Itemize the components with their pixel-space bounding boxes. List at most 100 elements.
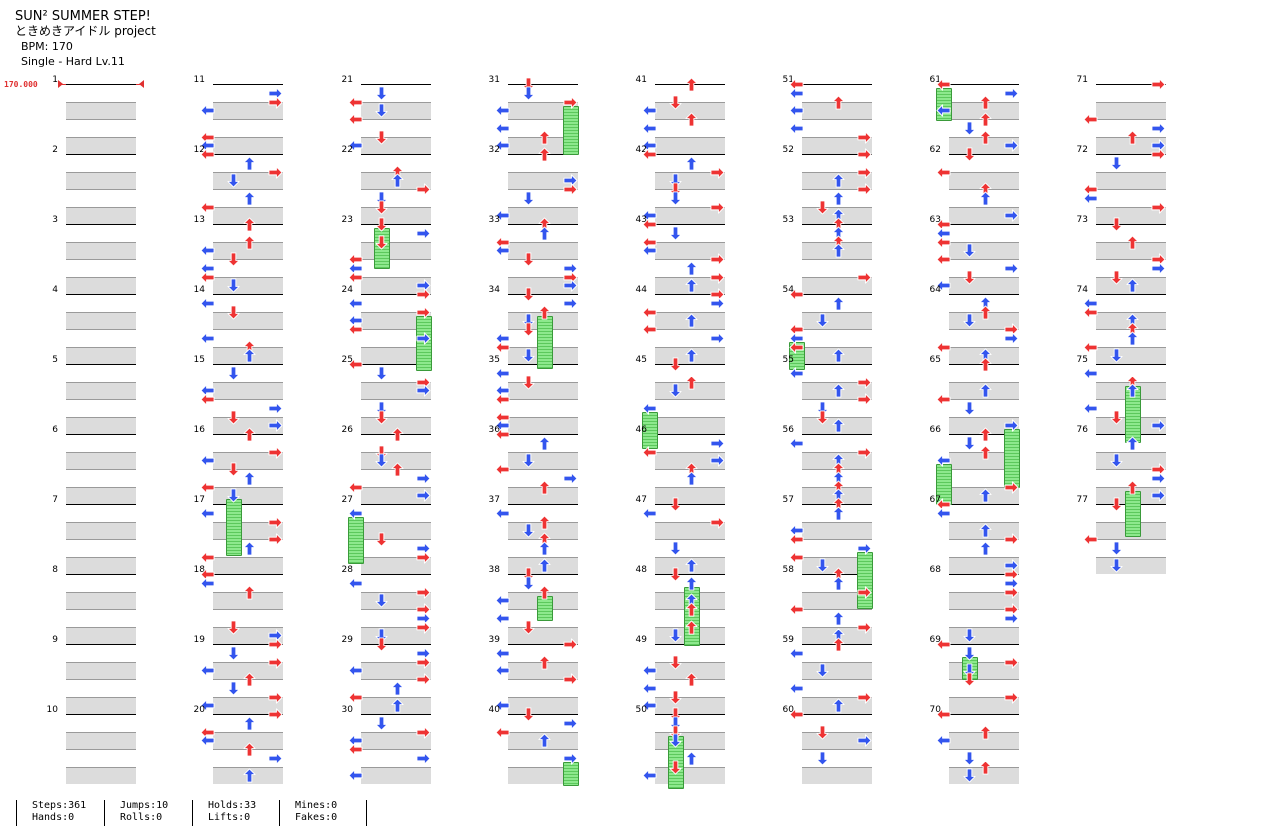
beat-line bbox=[949, 469, 1019, 470]
step-arrow-right-icon bbox=[563, 637, 578, 652]
beat-line bbox=[508, 749, 578, 750]
beat-line bbox=[655, 731, 725, 733]
beat-line bbox=[802, 451, 872, 453]
step-arrow-down-icon bbox=[374, 86, 389, 101]
beat-line bbox=[802, 661, 872, 663]
beat-line bbox=[66, 469, 136, 470]
step-arrow-right-icon bbox=[416, 751, 431, 766]
beat-line bbox=[66, 556, 136, 558]
measure-line bbox=[655, 714, 725, 715]
measure-number: 77 bbox=[1076, 495, 1088, 505]
beat-line bbox=[66, 661, 136, 663]
step-arrow-left-icon bbox=[200, 506, 215, 521]
beat-line bbox=[655, 101, 725, 103]
beat-line bbox=[1096, 171, 1166, 173]
beat-band bbox=[949, 696, 1019, 714]
beat-band bbox=[66, 556, 136, 574]
step-arrow-up-icon bbox=[978, 129, 993, 145]
step-arrow-left-icon bbox=[495, 138, 510, 153]
beat-band bbox=[361, 206, 431, 224]
step-arrow-right-icon bbox=[1004, 208, 1019, 223]
beat-line bbox=[949, 591, 1019, 593]
stat-hands: Hands:0 bbox=[32, 812, 75, 823]
step-arrow-up-icon bbox=[831, 506, 846, 521]
step-arrow-up-icon bbox=[831, 243, 846, 258]
measure-line bbox=[949, 294, 1019, 295]
step-arrow-right-icon bbox=[710, 331, 725, 346]
beat-band bbox=[655, 241, 725, 259]
step-arrow-left-icon bbox=[789, 103, 804, 118]
beat-line bbox=[802, 556, 872, 558]
stat-rolls: Rolls:0 bbox=[120, 812, 163, 823]
beat-line bbox=[66, 136, 136, 138]
beat-line bbox=[949, 346, 1019, 348]
beat-band bbox=[655, 416, 725, 434]
measure-number: 34 bbox=[488, 285, 500, 295]
measure-line bbox=[508, 574, 578, 575]
beat-band bbox=[949, 731, 1019, 749]
step-arrow-up-icon bbox=[831, 191, 846, 206]
step-arrow-down-icon bbox=[1109, 348, 1124, 363]
beat-line bbox=[361, 539, 431, 540]
step-arrow-right-icon bbox=[268, 707, 283, 722]
measure-number: 12 bbox=[193, 145, 205, 155]
beat-line bbox=[655, 696, 725, 698]
step-arrow-right-icon bbox=[857, 733, 872, 748]
measure-line bbox=[949, 574, 1019, 575]
step-arrow-up-icon bbox=[242, 234, 257, 250]
beat-line bbox=[802, 206, 872, 208]
stat-fakes: Fakes:0 bbox=[295, 812, 338, 823]
measure-line bbox=[949, 224, 1019, 225]
step-arrow-down-icon bbox=[226, 366, 241, 381]
beat-band bbox=[508, 276, 578, 294]
beat-band bbox=[508, 696, 578, 714]
stat-group-mines: Mines:0 Fakes:0 bbox=[279, 800, 337, 826]
step-arrow-left-icon bbox=[1083, 112, 1098, 127]
step-arrow-up-icon bbox=[684, 672, 699, 687]
beat-line bbox=[1096, 189, 1166, 190]
step-arrow-left-icon bbox=[200, 392, 215, 407]
measure-number: 16 bbox=[193, 425, 205, 435]
step-arrow-up-icon bbox=[684, 261, 699, 276]
beat-line bbox=[949, 679, 1019, 680]
beat-line bbox=[66, 119, 136, 120]
step-arrow-right-icon bbox=[1004, 690, 1019, 705]
step-arrow-down-icon bbox=[226, 619, 241, 635]
measure-line bbox=[508, 714, 578, 715]
measure-line bbox=[66, 364, 136, 365]
step-arrow-down-icon bbox=[226, 304, 241, 320]
beat-line bbox=[1096, 259, 1166, 260]
step-arrow-up-icon bbox=[242, 427, 257, 442]
measure-number: 47 bbox=[635, 495, 647, 505]
step-arrow-right-icon bbox=[268, 637, 283, 652]
step-arrow-down-icon bbox=[226, 488, 241, 503]
measure-line bbox=[361, 574, 431, 575]
beat-band bbox=[655, 486, 725, 504]
beat-band bbox=[361, 766, 431, 784]
beat-line bbox=[66, 329, 136, 330]
beat-line bbox=[66, 416, 136, 418]
beat-line bbox=[1096, 346, 1166, 348]
beat-band bbox=[949, 416, 1019, 434]
step-arrow-up-icon bbox=[537, 436, 552, 451]
beat-line bbox=[802, 696, 872, 698]
measure-number: 63 bbox=[929, 215, 941, 225]
measure-number: 24 bbox=[341, 285, 353, 295]
beat-band bbox=[1096, 241, 1166, 259]
step-arrow-left-icon bbox=[348, 690, 363, 705]
beat-line bbox=[802, 609, 872, 610]
measure-number: 54 bbox=[782, 285, 794, 295]
step-arrow-left-icon bbox=[495, 103, 510, 118]
beat-line bbox=[949, 171, 1019, 173]
measure-number: 8 bbox=[52, 565, 58, 575]
step-arrow-down-icon bbox=[374, 217, 389, 232]
beat-line bbox=[1096, 276, 1166, 278]
beat-line bbox=[508, 626, 578, 628]
step-arrow-up-icon bbox=[684, 313, 699, 328]
beat-band bbox=[361, 346, 431, 364]
beat-band bbox=[66, 101, 136, 119]
beat-line bbox=[1096, 469, 1166, 470]
step-arrow-right-icon bbox=[268, 165, 283, 180]
beat-line bbox=[66, 591, 136, 593]
step-arrow-left-icon bbox=[1083, 340, 1098, 355]
